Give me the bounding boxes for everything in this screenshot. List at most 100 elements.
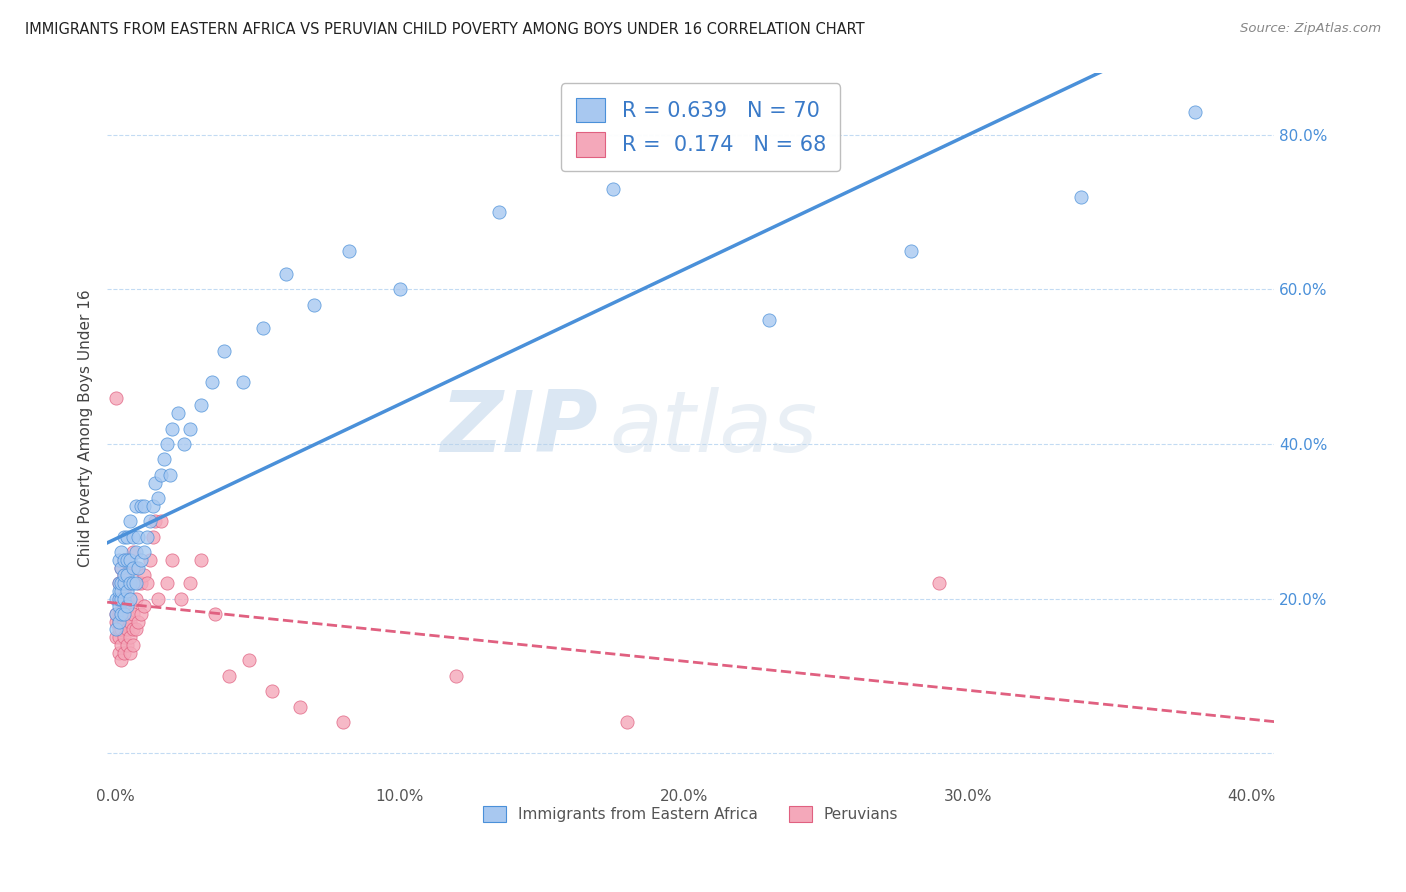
Point (121, 623, 143, 637)
Point (112, 576, 135, 591)
Point (124, 560, 146, 574)
Point (118, 576, 141, 591)
Point (110, 607, 132, 621)
Text: Source: ZipAtlas.com: Source: ZipAtlas.com (1240, 22, 1381, 36)
Point (107, 576, 129, 591)
Text: IMMIGRANTS FROM EASTERN AFRICA VS PERUVIAN CHILD POVERTY AMONG BOYS UNDER 16 COR: IMMIGRANTS FROM EASTERN AFRICA VS PERUVI… (25, 22, 865, 37)
Point (107, 576, 129, 591)
Point (107, 630, 129, 644)
Point (107, 591, 129, 606)
Point (115, 623, 138, 637)
Point (112, 599, 135, 614)
Point (190, 553, 212, 567)
Point (156, 576, 179, 591)
Point (110, 560, 132, 574)
Text: ZIP: ZIP (440, 387, 598, 470)
Point (159, 467, 181, 482)
Point (121, 545, 143, 559)
Point (190, 398, 212, 412)
Point (107, 623, 129, 637)
Point (104, 391, 127, 405)
Point (218, 669, 240, 683)
Point (115, 576, 138, 591)
Point (112, 591, 135, 606)
Point (145, 514, 167, 528)
Point (121, 530, 143, 544)
Point (121, 560, 143, 574)
Point (142, 530, 165, 544)
Point (107, 615, 129, 629)
Point (162, 553, 184, 567)
Point (110, 591, 132, 606)
Point (118, 599, 141, 614)
Point (112, 607, 135, 621)
Point (118, 591, 141, 606)
Point (156, 437, 179, 451)
Point (110, 560, 132, 574)
Point (110, 545, 132, 559)
Point (107, 615, 129, 629)
Point (110, 653, 132, 667)
Point (110, 583, 132, 598)
Point (162, 421, 184, 435)
Point (110, 591, 132, 606)
Point (132, 568, 155, 582)
Point (121, 576, 143, 591)
Point (104, 591, 127, 606)
Point (167, 406, 190, 420)
Point (602, 182, 624, 196)
Point (118, 560, 141, 574)
Point (337, 244, 360, 258)
Point (124, 499, 146, 513)
Point (118, 646, 141, 660)
Point (121, 607, 143, 621)
Point (179, 576, 201, 591)
Point (115, 583, 138, 598)
Point (150, 514, 173, 528)
Point (118, 514, 141, 528)
Point (104, 607, 127, 621)
Point (1184, 104, 1206, 119)
Point (170, 591, 193, 606)
Point (135, 576, 157, 591)
Point (758, 313, 780, 327)
Point (112, 530, 135, 544)
Point (153, 452, 176, 467)
Point (112, 568, 135, 582)
Point (274, 267, 297, 281)
Point (118, 615, 141, 629)
Point (110, 623, 132, 637)
Point (110, 576, 132, 591)
Point (132, 499, 155, 513)
Point (129, 576, 152, 591)
Point (107, 599, 129, 614)
Point (124, 545, 146, 559)
Point (132, 599, 155, 614)
Point (115, 530, 138, 544)
Point (127, 615, 149, 629)
Point (900, 244, 922, 258)
Point (928, 576, 950, 591)
Point (201, 375, 224, 389)
Point (142, 499, 165, 513)
Point (112, 630, 135, 644)
Y-axis label: Child Poverty Among Boys Under 16: Child Poverty Among Boys Under 16 (79, 290, 93, 567)
Text: atlas: atlas (609, 387, 817, 470)
Point (107, 646, 129, 660)
Point (150, 467, 173, 482)
Point (145, 475, 167, 490)
Point (139, 514, 162, 528)
Point (260, 684, 283, 698)
Point (115, 591, 138, 606)
Point (115, 607, 138, 621)
Point (107, 583, 129, 598)
Point (118, 553, 141, 567)
Point (104, 615, 127, 629)
Point (446, 669, 468, 683)
Point (110, 607, 132, 621)
Point (127, 576, 149, 591)
Point (115, 568, 138, 582)
Point (127, 560, 149, 574)
Point (115, 599, 138, 614)
Point (118, 630, 141, 644)
